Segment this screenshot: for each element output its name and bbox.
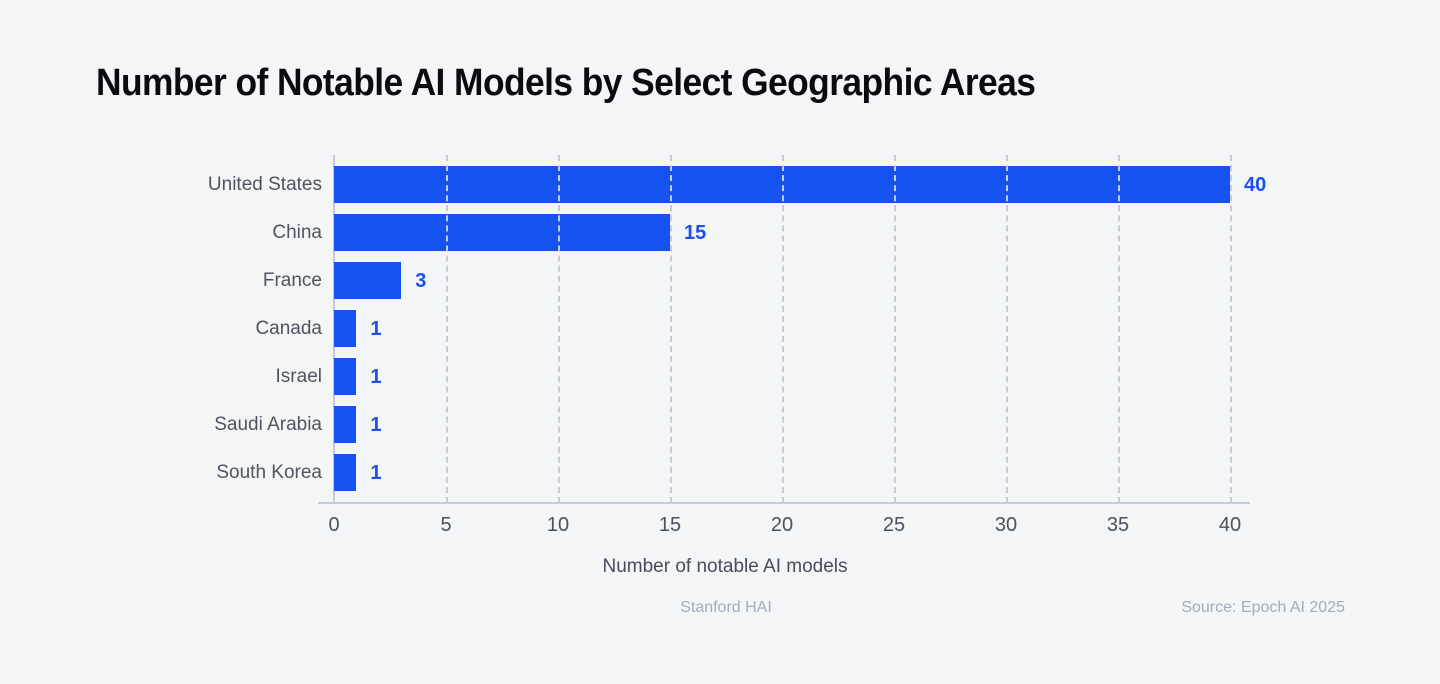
category-label: Saudi Arabia	[214, 414, 322, 435]
category-label: United States	[207, 174, 322, 195]
gridline-x-30	[1006, 155, 1008, 503]
chart-title: Number of Notable AI Models by Select Ge…	[96, 62, 1036, 104]
category-label: China	[272, 222, 322, 243]
footer-brand-label: Stanford HAI	[680, 599, 772, 616]
gridline-x-5	[446, 155, 448, 503]
value-label: 1	[370, 318, 382, 340]
bar	[334, 310, 357, 347]
gridline-x-10	[558, 155, 560, 503]
gridline-x-35	[1118, 155, 1120, 503]
value-label: 1	[370, 366, 382, 388]
x-tick-label-0: 0	[328, 514, 340, 536]
x-axis-line	[318, 502, 1250, 504]
bar-row: Canada 1	[255, 305, 1230, 353]
gridline-x-15	[670, 155, 672, 503]
bar-row: China 15	[272, 209, 1230, 257]
x-tick-label-10: 10	[546, 514, 570, 536]
value-label: 3	[415, 270, 427, 292]
plot-area: United States 40 China 15 France 3 Canada 1 Isra…	[208, 155, 1266, 536]
x-tick-label-5: 5	[440, 514, 452, 536]
gridline-x-40	[1230, 155, 1232, 503]
gridline-x-25	[894, 155, 896, 503]
bar	[334, 358, 357, 395]
bar-row: France 3	[263, 257, 1230, 305]
bar	[334, 214, 670, 251]
value-label: 1	[370, 414, 382, 436]
bar	[334, 406, 357, 443]
category-label: Canada	[255, 318, 322, 339]
bar	[334, 262, 402, 299]
x-tick-label-35: 35	[1106, 514, 1130, 536]
bar	[334, 454, 357, 491]
footer-source-label: Source: Epoch AI 2025	[1181, 599, 1345, 616]
gridline-x-20	[782, 155, 784, 503]
x-tick-label-40: 40	[1218, 514, 1242, 536]
bar-row: Saudi Arabia 1	[214, 401, 1230, 449]
bar-row: Israel 1	[276, 353, 1230, 401]
x-tick-label-25: 25	[882, 514, 906, 536]
category-label: France	[262, 270, 322, 291]
category-label: Israel	[275, 366, 322, 387]
value-label: 40	[1244, 174, 1267, 196]
value-label: 15	[684, 222, 707, 244]
category-label: South Korea	[216, 462, 322, 483]
x-tick-label-15: 15	[658, 514, 682, 536]
x-axis-title: Number of notable AI models	[602, 556, 848, 577]
value-label: 1	[370, 462, 382, 484]
x-tick-label-20: 20	[770, 514, 794, 536]
bar-row: South Korea 1	[216, 449, 1230, 497]
x-tick-label-30: 30	[994, 514, 1018, 536]
